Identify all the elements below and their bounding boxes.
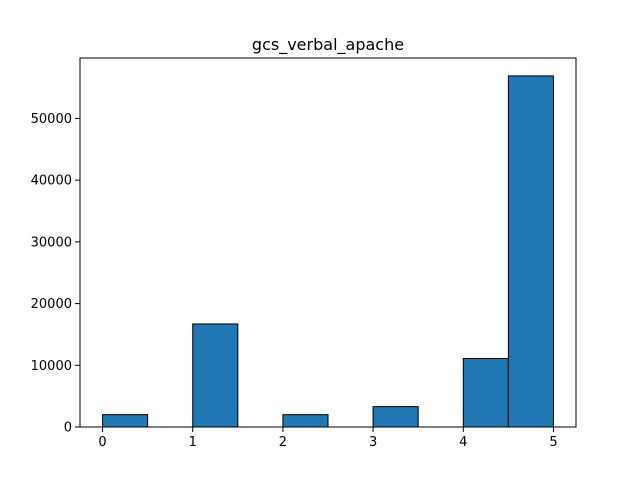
histogram-bar: [507, 75, 554, 428]
y-tick-label: 20000: [31, 297, 72, 312]
y-tick-label: 50000: [31, 112, 72, 127]
x-tick-label: 3: [369, 435, 377, 450]
x-tick-label: 0: [98, 435, 106, 450]
x-tick-label: 1: [189, 435, 197, 450]
y-tick-label: 30000: [31, 235, 72, 250]
x-tick-label: 2: [279, 435, 287, 450]
histogram-bar: [282, 414, 329, 428]
axes-layer: 0 1 2 3 4 5 0 10000 20000 30000 40000 50000: [31, 57, 577, 450]
axes-frame: [79, 57, 577, 428]
chart-title: gcs_verbal_apache: [252, 35, 404, 55]
histogram-bar: [462, 358, 509, 428]
y-tick-label: 0: [64, 421, 72, 436]
bars-layer: [102, 75, 554, 428]
y-tick-label: 40000: [31, 174, 72, 189]
histogram-bar: [192, 323, 239, 428]
histogram-bar: [372, 406, 419, 428]
x-tick-label: 4: [459, 435, 467, 450]
y-tick-label: 10000: [31, 359, 72, 374]
x-tick-label: 5: [549, 435, 557, 450]
histogram-bar: [102, 414, 149, 428]
